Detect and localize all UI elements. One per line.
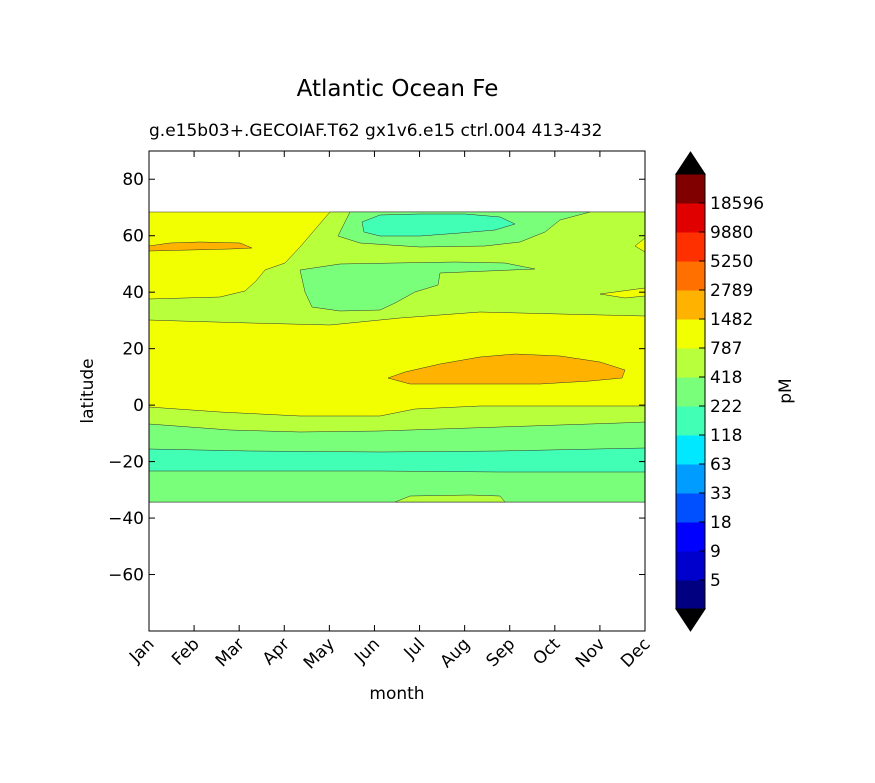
colorbar-frame — [675, 173, 706, 610]
x-tick-label: May — [300, 634, 339, 673]
colorbar-tick-label: 2789 — [710, 281, 753, 301]
y-tick-label: 0 — [133, 396, 144, 416]
colorbar-tick-label: 118 — [710, 426, 742, 446]
contour-fills — [149, 211, 645, 503]
y-tick-label: 40 — [122, 283, 144, 303]
colorbar-segment-12 — [676, 232, 705, 262]
colorbar-segment-10 — [676, 290, 705, 320]
colorbar-tick-label: 1482 — [710, 310, 753, 330]
colorbar-segment-7 — [676, 377, 705, 407]
y-axis: 80 60 40 20 0 −20 −40 −60 — [108, 170, 645, 586]
colorbar-segment-6 — [676, 406, 705, 436]
colorbar-tick-label: 5 — [710, 571, 721, 591]
x-tick-label: Feb — [168, 634, 203, 669]
y-tick-label: −40 — [108, 509, 144, 529]
contour-band-118-222-south — [149, 447, 645, 473]
y-tick-label: 20 — [122, 340, 144, 360]
contour-band-418-787-south-bottom — [394, 494, 506, 503]
colorbar-tick-label: 33 — [710, 484, 732, 504]
colorbar-extend-bottom — [675, 608, 706, 632]
plot-area — [148, 150, 646, 632]
colorbar-extend-top — [675, 151, 706, 175]
colorbar-segment-3 — [676, 493, 705, 523]
colorbar-tick-label: 9 — [710, 542, 721, 562]
x-tick-label: Oct — [529, 634, 564, 669]
colorbar-segment-8 — [676, 348, 705, 378]
colorbar-tick-label: 18 — [710, 513, 732, 533]
colorbar-segment-9 — [676, 319, 705, 349]
y-tick-label: −60 — [108, 566, 144, 586]
x-axis-label: month — [369, 684, 424, 704]
y-axis-label: latitude — [78, 358, 98, 423]
contour-band-222-418-north — [299, 261, 536, 312]
colorbar-segment-14 — [676, 174, 705, 204]
colorbar-label: pM — [776, 378, 796, 403]
x-tick-label: Jul — [400, 634, 429, 663]
chart-subtitle: g.e15b03+.GECOIAF.T62 gx1v6.e15 ctrl.004… — [149, 121, 603, 141]
colorbar-segment-1 — [676, 551, 705, 581]
x-tick-label: Dec — [617, 634, 654, 671]
colorbar-segment-13 — [676, 203, 705, 233]
y-tick-label: 80 — [122, 170, 144, 190]
x-tick-label: Jun — [350, 634, 384, 668]
x-tick-label: Mar — [212, 634, 249, 671]
colorbar-segment-11 — [676, 261, 705, 291]
colorbar-tick-label: 5250 — [710, 252, 753, 272]
colorbar-tick-label: 18596 — [710, 194, 764, 214]
x-tick-label: Apr — [259, 634, 294, 669]
x-tick-label: Aug — [437, 634, 475, 672]
x-tick-label: Sep — [482, 634, 519, 671]
y-tick-label: 60 — [122, 227, 144, 247]
colorbar-segment-4 — [676, 464, 705, 494]
contour-band-118-222-north — [361, 213, 516, 237]
chart-title: Atlantic Ocean Fe — [296, 76, 499, 102]
contour-band-1482-2789-north — [149, 241, 253, 252]
y-tick-label: −20 — [108, 453, 144, 473]
contour-band-1482-2789-tropical — [387, 353, 626, 385]
plot-frame — [148, 150, 646, 632]
colorbar-segment-5 — [676, 435, 705, 465]
colorbar-tick-label: 63 — [710, 455, 732, 475]
x-tick-label: Nov — [572, 634, 610, 672]
colorbar: 5 9 18 33 63 118 222 418 787 1482 2789 5250 9880 1859… — [675, 151, 764, 632]
colorbar-segment-2 — [676, 522, 705, 552]
colorbar-tick-label: 222 — [710, 397, 742, 417]
colorbar-segment-0 — [676, 580, 705, 610]
x-tick-label: Jan — [125, 634, 158, 667]
colorbar-tick-label: 418 — [710, 368, 742, 388]
colorbar-tick-label: 9880 — [710, 223, 753, 243]
colorbar-tick-label: 787 — [710, 339, 742, 359]
